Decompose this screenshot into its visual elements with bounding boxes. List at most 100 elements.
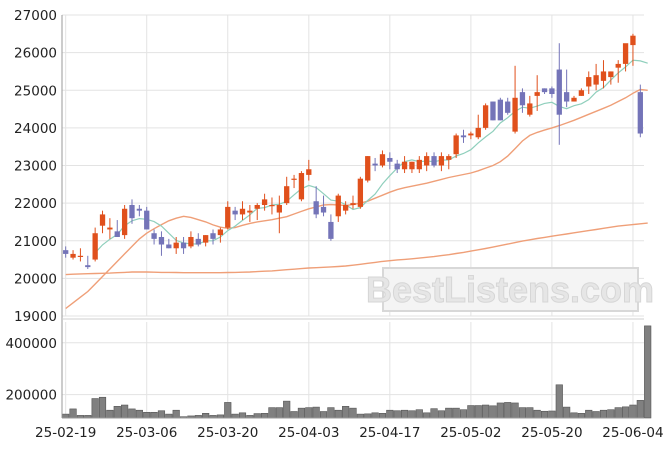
price-tick-label: 19000	[14, 309, 57, 325]
volume-bar	[496, 402, 504, 419]
volume-bar	[312, 406, 320, 419]
candle-body	[136, 208, 143, 211]
candle-body	[180, 242, 187, 249]
volume-bar	[69, 408, 77, 419]
date-tick-label: 25-04-17	[359, 425, 420, 441]
volume-bar	[452, 407, 460, 419]
candle-body	[203, 235, 209, 243]
date-axis-ticks: 25-02-19 25-03-06 25-03-20 25-04-03 25-04-17…	[35, 425, 663, 441]
candle-body	[372, 163, 378, 166]
candle-body	[622, 43, 629, 64]
candle-body	[188, 236, 194, 247]
date-tick-label: 25-05-02	[440, 425, 501, 441]
candle-body	[151, 233, 157, 239]
volume-bar	[423, 412, 431, 419]
volume-bar	[592, 411, 600, 419]
candle-body	[166, 244, 172, 249]
candle-body	[225, 206, 231, 228]
volume-bar	[644, 325, 652, 419]
price-tick-label: 23000	[14, 159, 57, 175]
candle-body	[519, 92, 526, 106]
volume-bars	[62, 325, 652, 419]
price-tick-label: 26000	[14, 46, 57, 62]
candle-body	[394, 163, 400, 170]
candle-body	[70, 253, 76, 258]
volume-bar	[253, 413, 261, 419]
candle-body	[210, 233, 216, 239]
volume-bar	[349, 407, 357, 419]
candle-body	[438, 156, 445, 166]
price-tick-label: 22000	[14, 196, 57, 212]
volume-bar	[238, 412, 247, 419]
candle-body	[298, 173, 305, 200]
volume-bar	[202, 413, 210, 419]
candle-body	[254, 205, 260, 209]
candle-body	[121, 208, 128, 236]
volume-bar	[327, 407, 335, 419]
candle-body	[320, 206, 327, 213]
candle-body	[608, 71, 614, 78]
candle-body	[637, 92, 643, 134]
axes	[61, 15, 644, 419]
candle-body	[453, 135, 459, 155]
candle-body	[195, 238, 201, 245]
candlesticks	[63, 33, 643, 269]
candle-body	[556, 69, 562, 115]
volume-bar	[504, 402, 512, 419]
volume-bar	[157, 410, 166, 419]
candle-body	[586, 77, 592, 87]
candle-body	[247, 210, 253, 213]
volume-bar	[621, 406, 630, 419]
volume-bar	[261, 413, 269, 419]
volume-bar	[356, 413, 364, 419]
volume-bar	[636, 400, 644, 419]
volume-bar	[172, 409, 180, 419]
candle-body	[306, 169, 312, 175]
price-tick-label: 24000	[14, 121, 57, 137]
candle-body	[490, 101, 496, 121]
ma-mid-line	[65, 88, 648, 310]
candle-body	[534, 92, 540, 96]
candle-body	[593, 75, 599, 85]
candle-body	[615, 63, 621, 68]
date-tick-label: 25-03-06	[116, 425, 177, 441]
volume-bar	[511, 402, 519, 419]
date-tick-label: 25-02-19	[35, 425, 96, 441]
volume-bar	[334, 409, 342, 419]
date-tick-label: 25-03-20	[197, 425, 258, 441]
candle-body	[77, 255, 84, 257]
candle-body	[99, 214, 106, 226]
volume-bar	[165, 413, 173, 419]
volume-bar	[275, 407, 283, 419]
volume-bar	[474, 405, 482, 419]
candle-body	[328, 221, 334, 239]
volume-bar	[378, 413, 387, 419]
candle-body	[416, 159, 422, 170]
volume-bar	[290, 411, 298, 419]
candle-body	[541, 88, 548, 93]
candle-body	[431, 156, 437, 166]
volume-bar	[135, 409, 143, 419]
volume-bar	[585, 409, 593, 419]
volume-bar	[614, 407, 622, 419]
candle-body	[379, 154, 386, 166]
candle-body	[475, 127, 481, 138]
candle-body	[284, 186, 290, 204]
candle-body	[600, 71, 607, 81]
volume-bar	[224, 402, 232, 419]
price-tick-label: 21000	[14, 234, 57, 250]
candle-body	[92, 233, 98, 260]
volume-bar	[518, 407, 527, 419]
candle-body	[232, 210, 238, 215]
candle-body	[239, 208, 246, 215]
candle-body	[269, 205, 275, 207]
candle-body	[460, 135, 467, 138]
ma-short-line	[94, 59, 648, 254]
candle-body	[107, 227, 113, 230]
volume-bar	[489, 405, 497, 419]
candle-body	[468, 133, 474, 136]
volume-bar	[459, 409, 468, 419]
candle-body	[144, 210, 150, 230]
